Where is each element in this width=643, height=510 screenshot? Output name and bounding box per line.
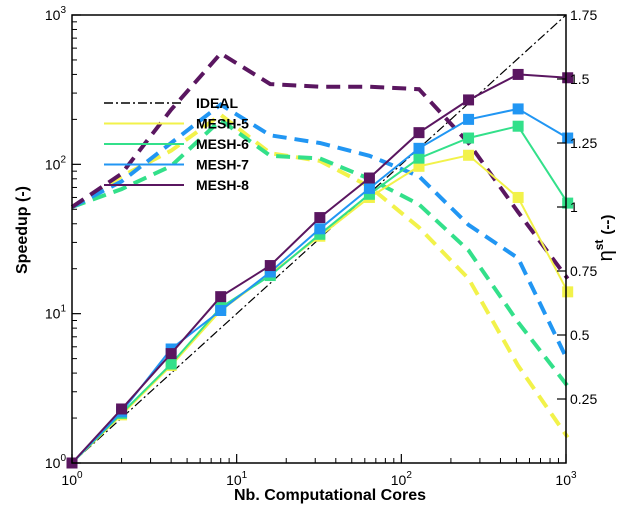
y2-axis-ticks: 0.25 0.5 0.75 1 1.25 1.5 1.75 — [557, 7, 597, 407]
speedup-marker-mesh-6 — [562, 197, 574, 209]
plot-frame — [71, 14, 567, 464]
x-axis-ticks: 100 101 102 103 — [61, 454, 577, 488]
efficiency-line-mesh-8 — [70, 50, 570, 280]
speedup-marker-mesh-8 — [116, 403, 128, 415]
y2-axis-symbol: η — [595, 250, 617, 261]
y2-axis-unit: (--) — [599, 215, 616, 235]
y2-tick-label: 0.5 — [570, 327, 590, 343]
y2-tick-label: 0.75 — [570, 263, 597, 279]
y-tick-label: 101 — [45, 304, 67, 322]
speedup-series — [66, 68, 574, 469]
speedup-marker-mesh-7 — [463, 113, 475, 125]
speedup-marker-mesh-8 — [165, 348, 177, 360]
speedup-marker-mesh-8 — [512, 68, 524, 80]
legend-label: MESH-6 — [196, 136, 249, 152]
speedup-marker-mesh-7 — [314, 223, 326, 235]
speedup-marker-mesh-8 — [215, 291, 227, 303]
efficiency-series — [70, 50, 570, 439]
y-tick-label: 103 — [45, 5, 67, 23]
y2-axis-title: ηst (--) — [592, 215, 617, 262]
speedup-marker-mesh-8 — [314, 212, 326, 224]
y2-tick-label: 1 — [570, 199, 578, 215]
speedup-marker-mesh-7 — [562, 132, 574, 144]
legend-label: IDEAL — [196, 95, 238, 111]
speedup-marker-mesh-7 — [264, 266, 276, 278]
speedup-marker-mesh-6 — [413, 152, 425, 164]
speedup-marker-mesh-8 — [562, 72, 574, 84]
x-tick-label: 100 — [61, 470, 83, 488]
speedup-marker-mesh-5 — [512, 191, 524, 203]
speedup-marker-mesh-7 — [512, 103, 524, 115]
speedup-marker-mesh-7 — [215, 305, 227, 317]
speedup-marker-mesh-6 — [165, 358, 177, 370]
speedup-line-mesh-5 — [71, 154, 569, 464]
legend-label: MESH-8 — [196, 177, 249, 193]
y2-tick-label: 0.25 — [570, 391, 597, 407]
x-axis-title: Nb. Computational Cores — [234, 487, 426, 504]
speedup-marker-mesh-6 — [463, 132, 475, 144]
efficiency-line-mesh-7 — [71, 102, 570, 362]
legend: IDEAL MESH-5 MESH-6 MESH-7 MESH-8 — [104, 95, 249, 193]
speedup-marker-mesh-7 — [363, 182, 375, 194]
y-tick-label: 100 — [45, 453, 67, 471]
x-tick-label: 101 — [226, 470, 248, 488]
y2-tick-label: 1.25 — [570, 135, 597, 151]
y2-axis-superscript: st — [592, 240, 606, 251]
speedup-marker-mesh-6 — [512, 120, 524, 132]
x-tick-label: 103 — [555, 470, 577, 488]
x-tick-label: 102 — [391, 470, 413, 488]
y-tick-label: 102 — [45, 154, 67, 172]
speedup-marker-mesh-8 — [413, 127, 425, 139]
speedup-marker-mesh-8 — [463, 94, 475, 106]
speedup-marker-mesh-5 — [562, 286, 574, 298]
speedup-marker-mesh-8 — [363, 172, 375, 184]
speedup-marker-mesh-8 — [264, 260, 276, 272]
efficiency-line-mesh-5 — [70, 112, 570, 439]
svg-text:ηst(--): ηst (--) — [592, 215, 617, 262]
speedup-marker-mesh-5 — [463, 149, 475, 161]
y-axis-ticks: 100 101 102 103 — [45, 5, 81, 471]
y2-tick-label: 1.75 — [570, 7, 597, 23]
speedup-marker-mesh-7 — [413, 142, 425, 154]
legend-label: MESH-7 — [196, 157, 249, 173]
speedup-marker-mesh-6 — [363, 188, 375, 200]
y2-tick-label: 1.5 — [570, 71, 590, 87]
speedup-marker-mesh-5 — [413, 160, 425, 172]
legend-label: MESH-5 — [196, 116, 249, 132]
efficiency-line-mesh-6 — [71, 117, 570, 388]
y-axis-title: Speedup (-) — [14, 186, 31, 274]
